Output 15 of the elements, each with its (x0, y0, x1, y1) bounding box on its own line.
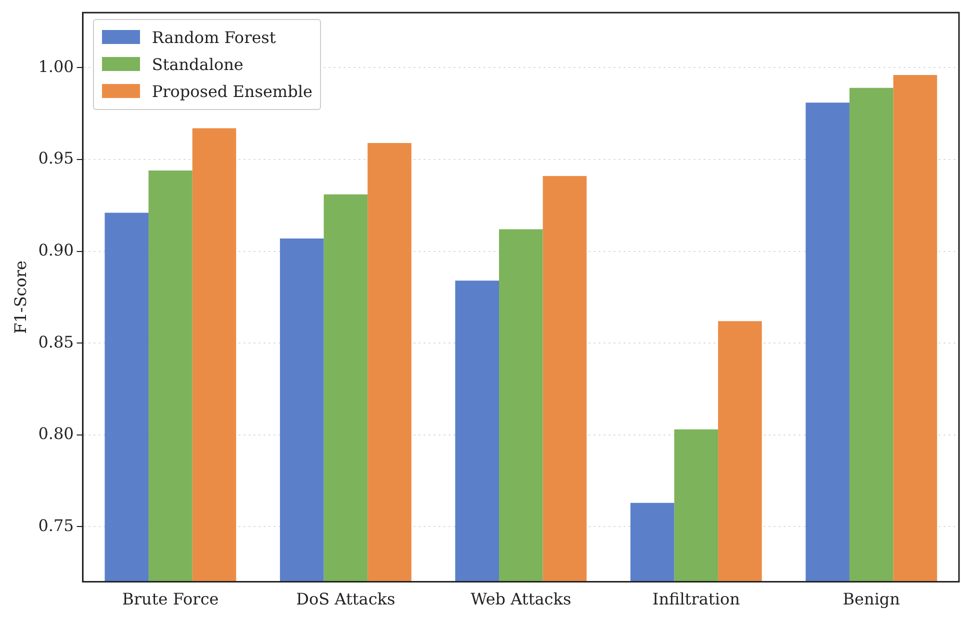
legend-label: Random Forest (152, 28, 276, 47)
y-tick-label: 0.95 (38, 148, 74, 168)
y-tick-label: 0.75 (38, 516, 74, 535)
y-axis-title: F1-Score (10, 260, 30, 334)
y-tick-label: 0.80 (38, 424, 74, 444)
legend-label: Proposed Ensemble (152, 82, 312, 101)
y-tick-label: 0.85 (38, 332, 74, 352)
x-tick-label: Web Attacks (470, 590, 572, 609)
x-tick-label: DoS Attacks (296, 590, 396, 609)
legend-label: Standalone (152, 54, 244, 74)
y-tick-label: 1.00 (38, 56, 74, 76)
x-tick-label: Infiltration (652, 590, 740, 609)
x-tick-label: Benign (842, 590, 900, 609)
x-tick-label: Brute Force (122, 590, 219, 609)
y-tick-label: 0.90 (38, 240, 74, 260)
